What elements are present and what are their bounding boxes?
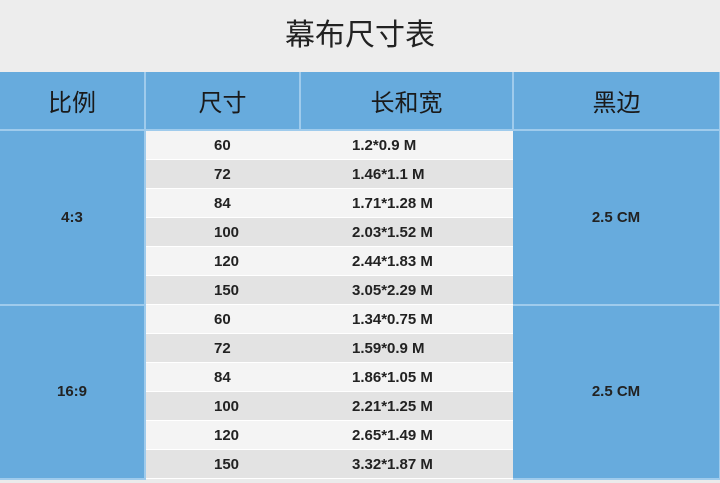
- size-cell: 150: [145, 449, 300, 479]
- ratio-cell: 4:3: [0, 130, 146, 306]
- border-cell: 2.5 CM: [513, 304, 720, 480]
- size-cell: 100: [145, 217, 300, 247]
- table-row: 120 2.65*1.49 M: [0, 420, 720, 450]
- size-cell: 150: [145, 275, 300, 305]
- dimensions-cell: 3.05*2.29 M: [300, 275, 513, 305]
- table-row: 120 2.44*1.83 M: [0, 246, 720, 276]
- header-dimensions: 长和宽: [300, 72, 514, 131]
- table-row: 100 2.21*1.25 M: [0, 391, 720, 421]
- table-row: 84 1.86*1.05 M: [0, 362, 720, 392]
- dimensions-cell: 1.46*1.1 M: [300, 159, 513, 189]
- dimensions-cell: 2.65*1.49 M: [300, 420, 513, 450]
- dimensions-cell: 1.86*1.05 M: [300, 362, 513, 392]
- size-cell: 72: [145, 159, 300, 189]
- table-row: 72 1.46*1.1 M: [0, 159, 720, 189]
- table-row: 150 3.32*1.87 M: [0, 449, 720, 479]
- table-row: 16:9 60 1.34*0.75 M 2.5 CM: [0, 304, 720, 480]
- size-cell: 120: [145, 420, 300, 450]
- dimensions-cell: 1.34*0.75 M: [300, 304, 513, 334]
- dimensions-cell: 3.32*1.87 M: [300, 449, 513, 479]
- size-cell: 72: [145, 333, 300, 363]
- header-ratio: 比例: [0, 72, 146, 131]
- table-row: 72 1.59*0.9 M: [0, 333, 720, 363]
- size-cell: 84: [145, 362, 300, 392]
- page-title: 幕布尺寸表: [0, 0, 720, 72]
- table-row: 4:3 60 1.2*0.9 M 2.5 CM: [0, 130, 720, 306]
- table-row: 100 2.03*1.52 M: [0, 217, 720, 247]
- dimensions-cell: 1.71*1.28 M: [300, 188, 513, 218]
- header-border: 黑边: [513, 72, 720, 131]
- screen-size-table: 比例 尺寸 长和宽 黑边 4:3 60 1.2*0.9 M 2.5 CM 72 1.46*…: [0, 72, 720, 480]
- border-cell: 2.5 CM: [513, 130, 720, 306]
- table-row: 150 3.05*2.29 M: [0, 275, 720, 305]
- dimensions-cell: 2.03*1.52 M: [300, 217, 513, 247]
- dimensions-cell: 2.44*1.83 M: [300, 246, 513, 276]
- dimensions-cell: 2.21*1.25 M: [300, 391, 513, 421]
- size-cell: 60: [145, 304, 300, 334]
- ratio-cell: 16:9: [0, 304, 146, 480]
- dimensions-cell: 1.2*0.9 M: [300, 130, 513, 160]
- size-cell: 84: [145, 188, 300, 218]
- table-row: 84 1.71*1.28 M: [0, 188, 720, 218]
- dimensions-cell: 1.59*0.9 M: [300, 333, 513, 363]
- size-cell: 60: [145, 130, 300, 160]
- size-cell: 100: [145, 391, 300, 421]
- header-row: 比例 尺寸 长和宽 黑边: [0, 72, 720, 131]
- size-cell: 120: [145, 246, 300, 276]
- header-size: 尺寸: [145, 72, 301, 131]
